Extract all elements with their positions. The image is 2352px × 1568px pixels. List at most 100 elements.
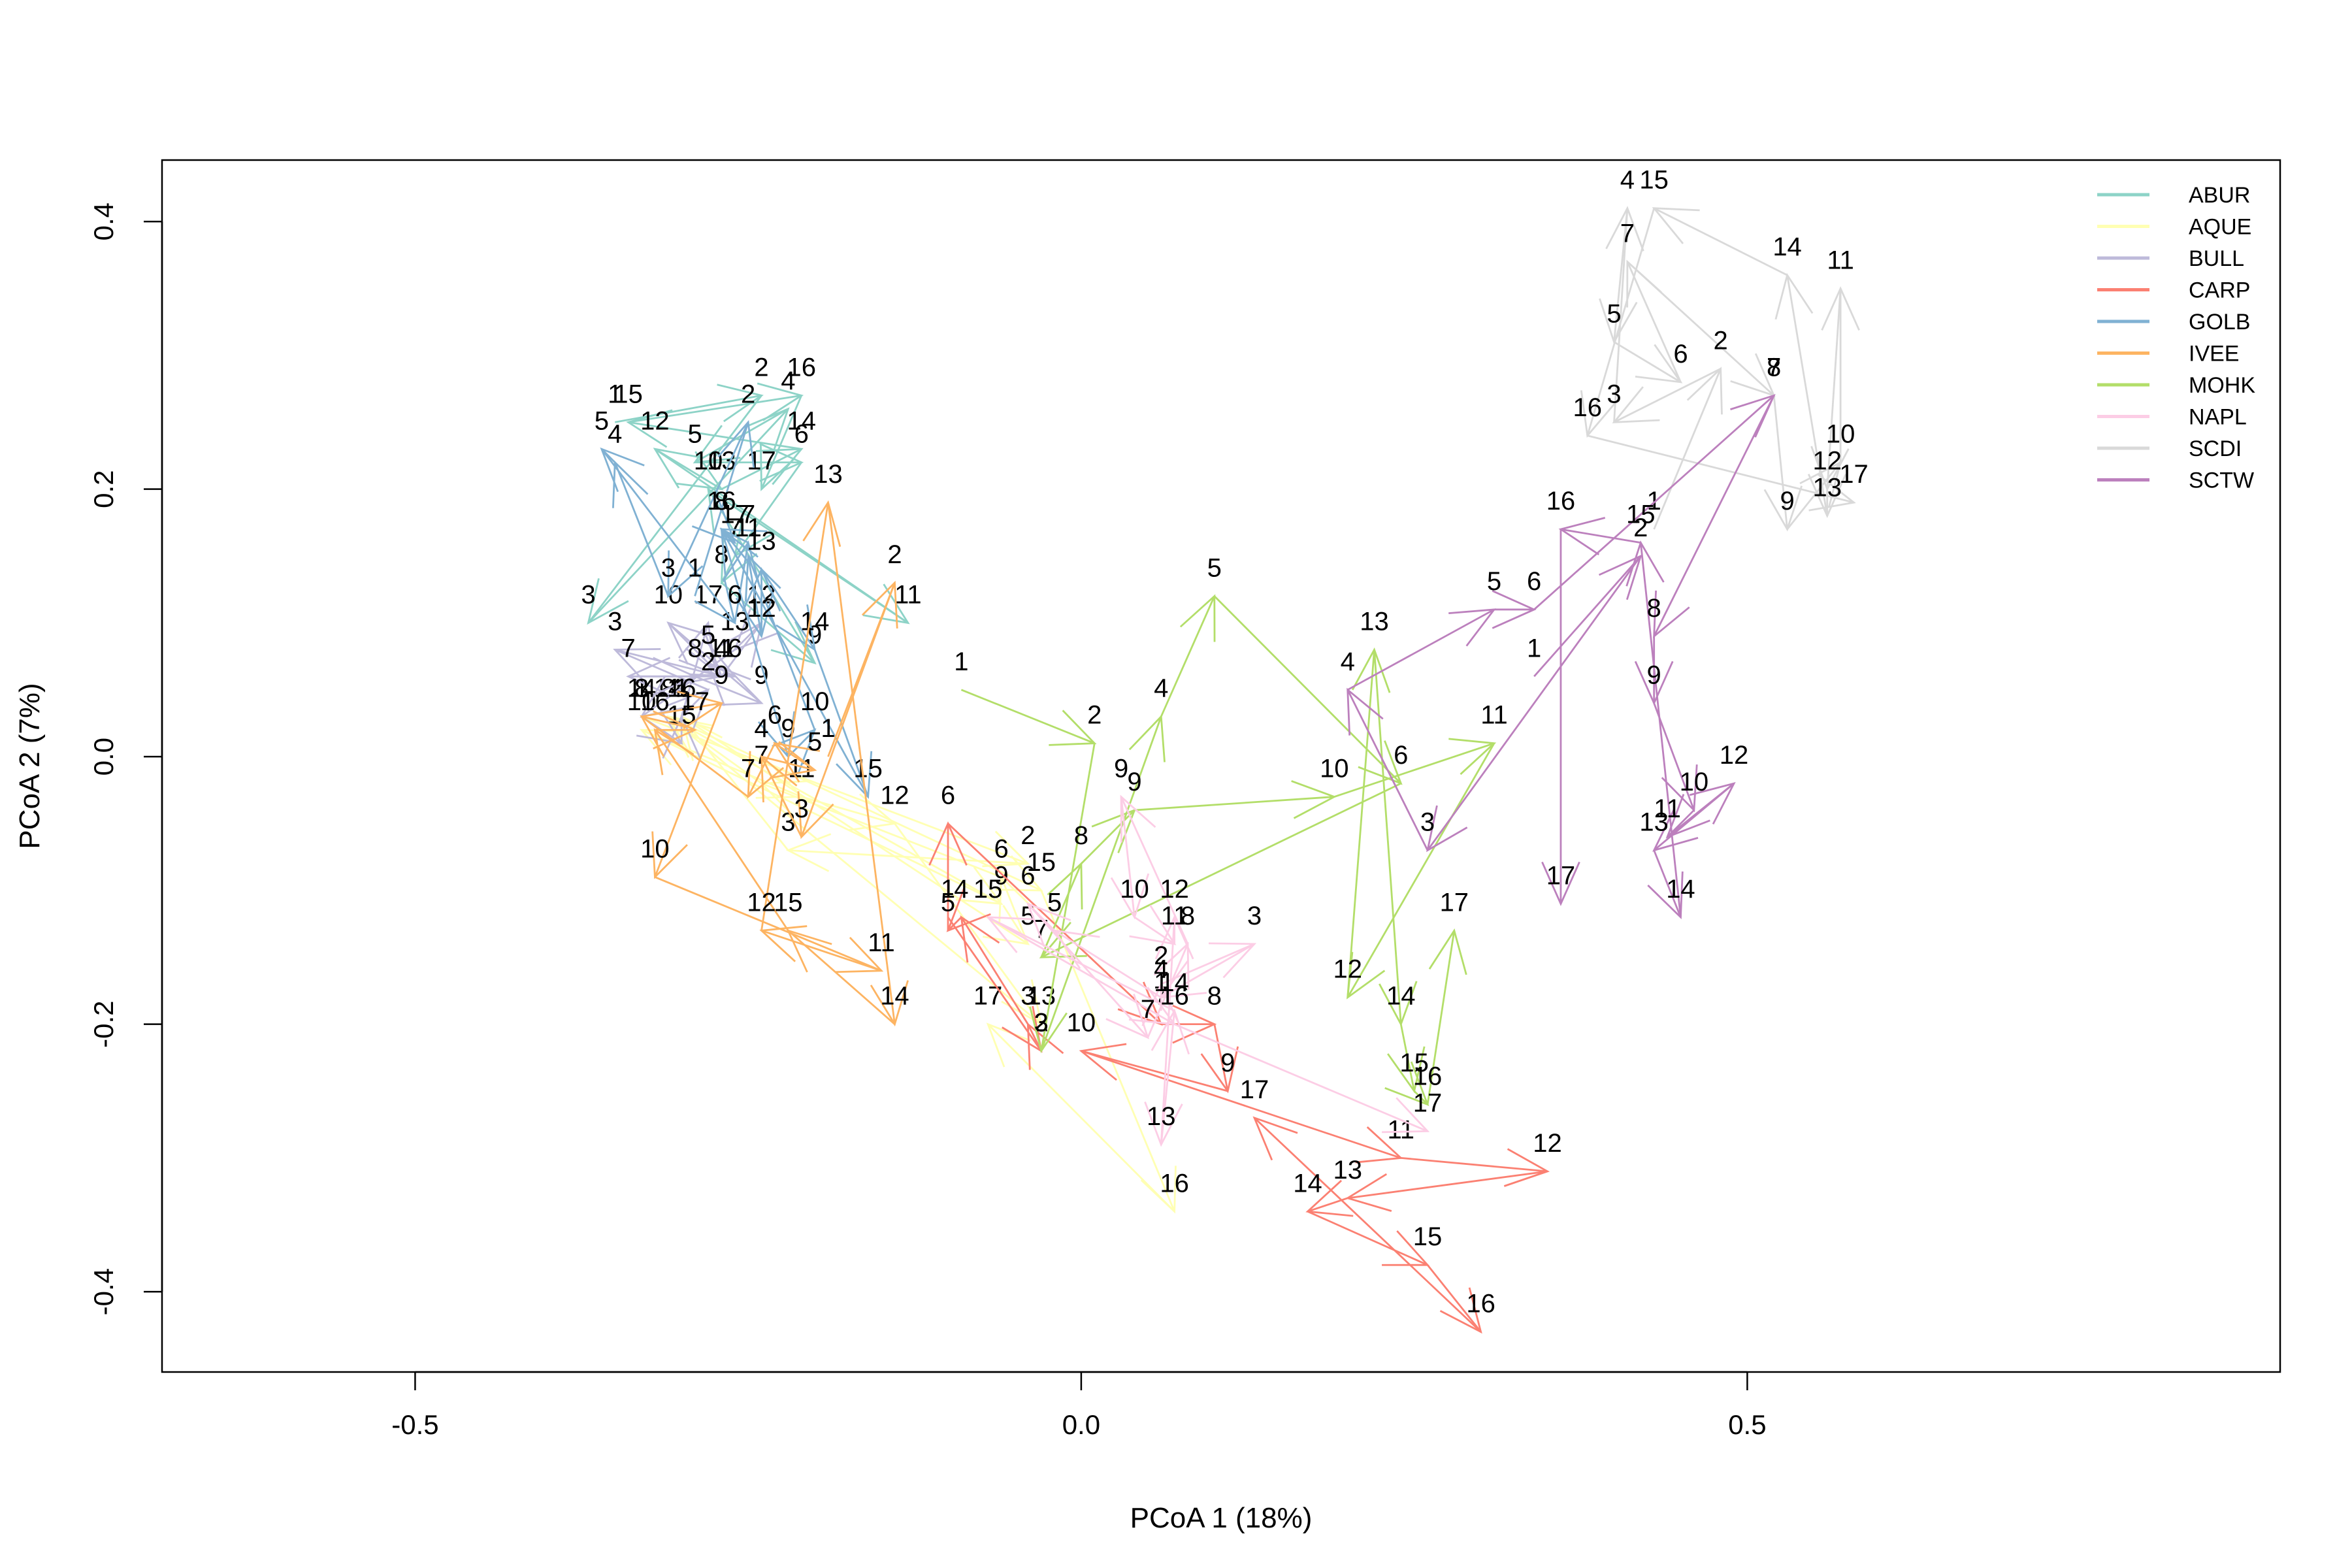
point-label: 4 — [1620, 166, 1635, 195]
arrow-head — [1382, 1097, 1430, 1134]
point-label: 16 — [787, 353, 816, 382]
trajectory-segment — [1160, 1011, 1176, 1145]
point-label: 8 — [687, 634, 702, 662]
point-label: 10 — [1320, 755, 1349, 783]
point-label: 10 — [1680, 768, 1709, 796]
trajectory-segment — [1587, 434, 1854, 504]
point-label: 2 — [1087, 701, 1102, 730]
point-label: 10 — [1120, 875, 1149, 904]
trajectory-segment — [1626, 261, 1682, 383]
trajectory-segment — [1653, 783, 1735, 851]
point-label: 11 — [894, 580, 922, 609]
point-label: 2 — [1713, 326, 1727, 355]
trajectory-segment — [734, 622, 762, 651]
point-label: 3 — [1420, 808, 1435, 836]
point-label: 7 — [1141, 995, 1155, 1024]
arrow-head — [1428, 928, 1467, 975]
point-label: 1 — [1527, 634, 1541, 662]
point-label: 15 — [613, 380, 643, 408]
trajectory-segment — [1426, 555, 1642, 851]
point-label: 9 — [994, 861, 1008, 890]
trajectory-segment — [721, 529, 736, 544]
point-label: 2 — [887, 540, 902, 569]
point-label: 10 — [694, 447, 723, 476]
point-label: 5 — [1207, 553, 1222, 582]
point-label: 9 — [1127, 768, 1141, 796]
trajectory-segment — [1160, 595, 1216, 717]
trajectory-segment — [761, 930, 882, 972]
legend-entry: GOLB — [2189, 310, 2250, 335]
arrow-head — [691, 499, 737, 545]
point-label: 4 — [954, 875, 968, 904]
trajectory-segment — [787, 930, 896, 1025]
point-label: 6 — [728, 634, 742, 662]
trajectory-segment — [747, 555, 762, 637]
trajectory-segment — [667, 622, 723, 678]
point-label: 2 — [741, 380, 755, 408]
trajectory-segment — [1653, 702, 1695, 811]
trajectory-segment — [1081, 1050, 1401, 1159]
point-label: 14 — [1386, 982, 1416, 1011]
x-tick-label: 0.0 — [1062, 1409, 1100, 1440]
trajectory-segment — [587, 408, 789, 624]
point-label: 17 — [1240, 1075, 1269, 1104]
point-label: 4 — [1154, 674, 1168, 703]
legend-entry: IVEE — [2189, 342, 2239, 367]
point-label: 3 — [1034, 1009, 1049, 1037]
trajectory-segment — [1040, 716, 1162, 1052]
point-label: 8 — [1181, 902, 1195, 930]
point-label: 8 — [1647, 594, 1661, 623]
trajectory-segment — [747, 743, 776, 798]
point-label: 2 — [1633, 514, 1648, 542]
trajectory-segment — [628, 394, 802, 423]
point-label: 5 — [687, 420, 702, 449]
point-label: 14 — [1772, 233, 1802, 261]
point-label: 5 — [941, 888, 955, 917]
trajectory-segment — [1027, 903, 1149, 1039]
point-label: 5 — [1047, 888, 1062, 917]
point-label: 11 — [734, 514, 762, 542]
point-label: 7 — [1620, 220, 1635, 248]
trajectory-segment — [774, 742, 815, 771]
trajectory-segment — [681, 689, 709, 717]
point-label: 2 — [701, 647, 715, 676]
point-label: 8 — [1074, 821, 1088, 850]
trajectory-segment — [1786, 461, 1842, 530]
trajectory-segment — [667, 715, 1042, 1025]
point-label: 4 — [1341, 647, 1355, 676]
point-label: 2 — [754, 353, 768, 382]
trajectory-segment — [1426, 930, 1456, 1105]
point-label: 12 — [1533, 1129, 1562, 1158]
point-label: 4 — [608, 420, 622, 449]
point-label: 17 — [680, 687, 710, 716]
point-label: 13 — [1639, 808, 1669, 836]
point-label: 1 — [941, 875, 955, 904]
point-label: 16 — [707, 487, 736, 515]
trajectory-segment — [694, 676, 762, 704]
trajectory-segment — [1307, 1211, 1428, 1266]
trajectory-segment — [614, 649, 709, 691]
point-label: 16 — [1546, 487, 1576, 515]
x-tick-label: 0.5 — [1728, 1409, 1766, 1440]
trajectory-segment — [960, 689, 1095, 744]
point-label: 16 — [1573, 393, 1602, 422]
point-label: 1 — [1647, 487, 1661, 515]
arrow-head — [759, 443, 796, 491]
point-label: 6 — [941, 781, 955, 810]
point-label: 14 — [880, 982, 909, 1011]
trajectory-segment — [760, 502, 829, 931]
trajectory-segment — [1347, 1170, 1548, 1200]
point-label: 5 — [808, 728, 822, 757]
trajectory-segment — [654, 448, 909, 624]
point-label: 15 — [1399, 1049, 1429, 1077]
trajectory-segment — [894, 823, 1042, 1025]
point-label: 4 — [1154, 955, 1168, 984]
trajectory-segment — [1653, 368, 1722, 530]
point-label: 17 — [1546, 861, 1576, 890]
point-label: 6 — [1021, 861, 1035, 890]
trajectory-segment — [654, 876, 882, 972]
arrow-head — [1541, 861, 1580, 906]
trajectory-segment — [1254, 1117, 1482, 1333]
